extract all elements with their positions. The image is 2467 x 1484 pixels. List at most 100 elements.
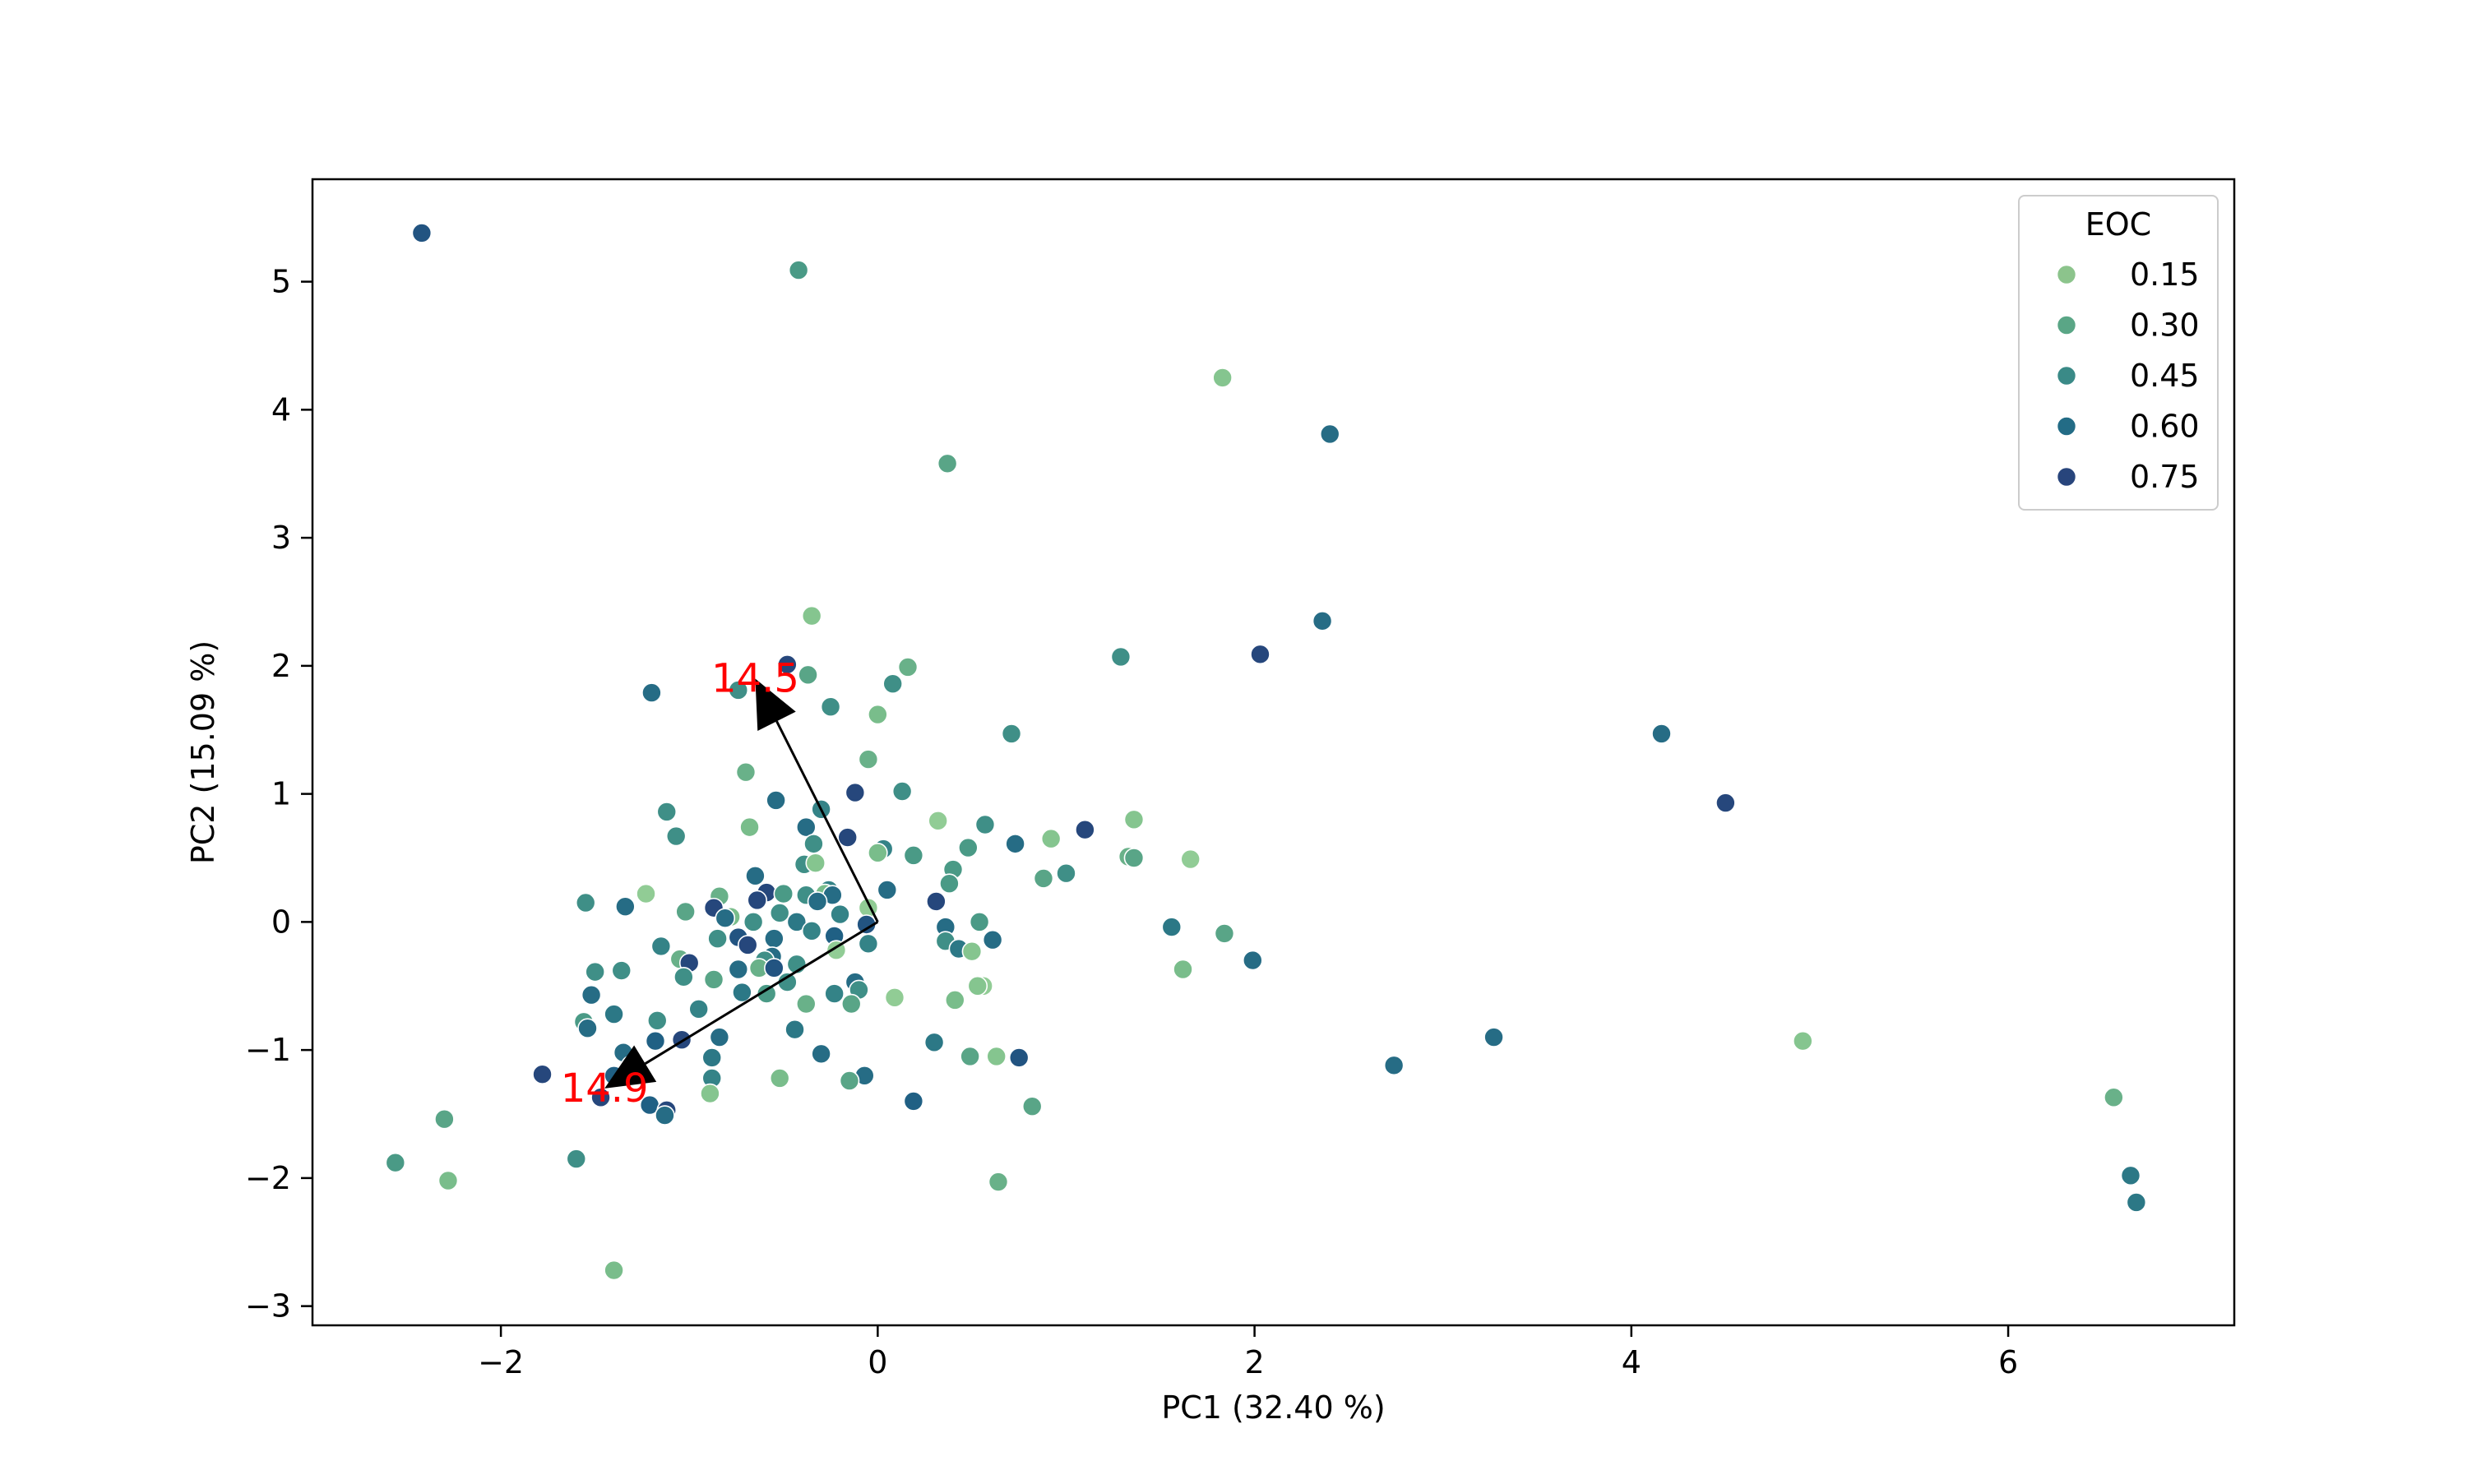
data-point — [636, 883, 656, 904]
data-point — [688, 998, 709, 1019]
data-point — [1033, 868, 1054, 889]
data-point — [839, 1070, 860, 1091]
data-point — [2120, 1165, 2141, 1186]
loading-vector-arrowhead — [604, 1045, 657, 1089]
data-point — [801, 605, 822, 626]
x-tick-label: 0 — [868, 1344, 887, 1380]
data-point — [1173, 959, 1193, 980]
x-tick-label: −2 — [478, 1344, 524, 1380]
data-point — [1001, 724, 1022, 744]
data-point — [604, 1004, 624, 1024]
data-point — [747, 890, 768, 911]
data-point — [673, 967, 694, 987]
data-point — [868, 842, 888, 863]
data-point — [411, 223, 433, 243]
data-point — [795, 816, 817, 838]
data-point — [961, 941, 983, 962]
y-tick-label: −3 — [245, 1288, 291, 1325]
data-point — [937, 453, 958, 474]
legend-marker — [2056, 365, 2077, 386]
x-axis-ticks: −2 0 2 4 6 — [478, 1325, 2018, 1380]
y-axis-ticks: −3 −2 −1 0 1 2 3 4 5 — [245, 264, 312, 1325]
data-point — [786, 912, 808, 932]
data-point — [735, 761, 757, 783]
data-point — [743, 912, 764, 932]
data-point — [777, 654, 798, 675]
data-point — [611, 960, 632, 981]
y-tick-label: 2 — [271, 648, 291, 684]
loading-vector-shaft — [644, 921, 879, 1065]
data-point — [1056, 862, 1076, 884]
data-point — [615, 896, 636, 917]
data-point — [803, 834, 824, 854]
data-point — [982, 929, 1003, 950]
data-point — [756, 983, 777, 1004]
legend-entry-label: 0.60 — [2130, 409, 2200, 445]
data-point — [785, 1019, 805, 1040]
data-point — [645, 1030, 666, 1052]
data-point — [988, 1172, 1009, 1192]
data-point — [967, 975, 988, 996]
data-point — [795, 993, 817, 1015]
data-point — [969, 912, 990, 932]
data-point — [1651, 724, 1672, 744]
x-tick-label: 2 — [1244, 1344, 1264, 1380]
data-point — [701, 1047, 723, 1068]
data-point — [820, 696, 841, 718]
data-point — [737, 935, 758, 955]
y-tick-label: 1 — [271, 776, 291, 812]
data-point — [604, 1260, 624, 1281]
y-tick-label: 5 — [271, 264, 291, 300]
data-point — [1005, 834, 1025, 854]
data-point — [801, 920, 822, 941]
data-point — [2104, 1087, 2124, 1108]
data-point — [811, 1043, 831, 1065]
data-point — [764, 958, 785, 978]
data-point — [566, 1149, 587, 1169]
data-point — [939, 873, 960, 894]
data-point — [532, 1064, 553, 1085]
data-point — [958, 837, 979, 858]
data-point — [1214, 923, 1235, 944]
legend-entry-label: 0.75 — [2130, 459, 2200, 495]
data-point — [715, 908, 736, 929]
data-point — [766, 790, 786, 811]
data-point — [845, 782, 866, 803]
data-point — [581, 984, 602, 1006]
data-point — [709, 1027, 730, 1047]
data-point — [903, 845, 924, 866]
data-point — [884, 987, 905, 1008]
data-point — [2126, 1192, 2147, 1213]
data-point — [903, 1091, 924, 1112]
data-point — [891, 781, 913, 802]
data-point — [773, 883, 794, 904]
data-point — [824, 983, 845, 1004]
data-point — [1250, 644, 1271, 665]
data-point — [745, 866, 766, 886]
data-points — [385, 223, 2147, 1281]
data-point — [739, 816, 760, 838]
x-tick-label: 6 — [1998, 1344, 2018, 1380]
data-point — [830, 904, 850, 925]
data-point — [923, 1032, 945, 1053]
data-point — [974, 814, 996, 835]
data-point — [1040, 828, 1062, 849]
data-point — [385, 1152, 406, 1173]
y-axis-label: PC2 (15.09 %) — [185, 640, 221, 864]
legend-marker — [2056, 315, 2077, 335]
data-point — [805, 853, 826, 874]
data-point — [1123, 848, 1145, 868]
data-point — [700, 1083, 720, 1104]
data-point — [928, 811, 948, 831]
legend-title: EOC — [2085, 206, 2151, 243]
data-point — [944, 990, 965, 1010]
data-point — [590, 1087, 611, 1108]
loading-vector-arrowhead — [755, 678, 796, 731]
data-point — [1008, 1047, 1030, 1068]
data-point — [1021, 1096, 1043, 1116]
data-point — [655, 1105, 675, 1126]
y-tick-label: −1 — [245, 1032, 291, 1068]
legend: EOC 0.15 0.30 0.45 0.60 0.75 — [2018, 195, 2219, 511]
